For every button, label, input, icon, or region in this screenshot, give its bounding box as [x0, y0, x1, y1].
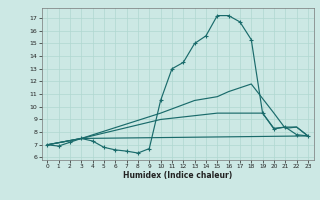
X-axis label: Humidex (Indice chaleur): Humidex (Indice chaleur) — [123, 171, 232, 180]
